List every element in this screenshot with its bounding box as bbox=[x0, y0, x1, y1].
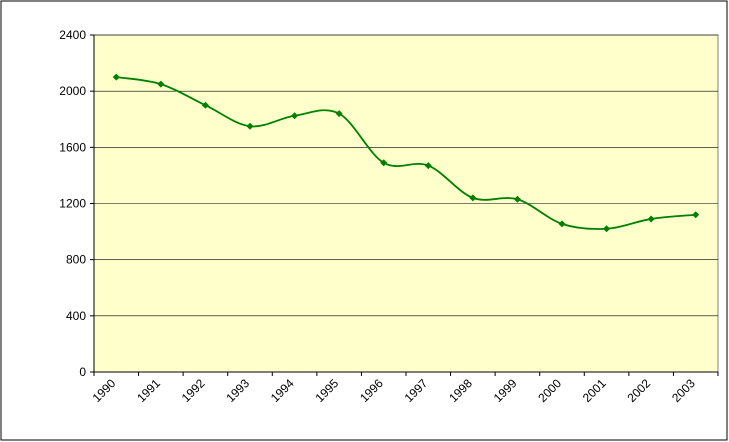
y-tick-label: 2400 bbox=[59, 28, 86, 42]
point bbox=[246, 122, 254, 130]
point bbox=[335, 110, 343, 118]
point bbox=[291, 112, 299, 120]
point bbox=[201, 101, 209, 109]
line bbox=[116, 76, 696, 230]
point bbox=[692, 211, 700, 219]
y-tick-label: 400 bbox=[66, 309, 86, 323]
y-tick-label: 1600 bbox=[59, 140, 86, 154]
y-tick-label: 800 bbox=[66, 253, 86, 267]
point bbox=[513, 195, 521, 203]
point bbox=[603, 225, 611, 233]
point bbox=[647, 215, 655, 223]
point bbox=[380, 159, 388, 167]
point bbox=[424, 162, 432, 170]
point bbox=[112, 73, 120, 81]
y-tick-label: 1200 bbox=[59, 197, 86, 211]
point bbox=[558, 220, 566, 228]
point bbox=[157, 80, 165, 88]
y-tick-label: 2000 bbox=[59, 84, 86, 98]
point bbox=[469, 194, 477, 202]
y-tick-label: 0 bbox=[79, 365, 86, 379]
